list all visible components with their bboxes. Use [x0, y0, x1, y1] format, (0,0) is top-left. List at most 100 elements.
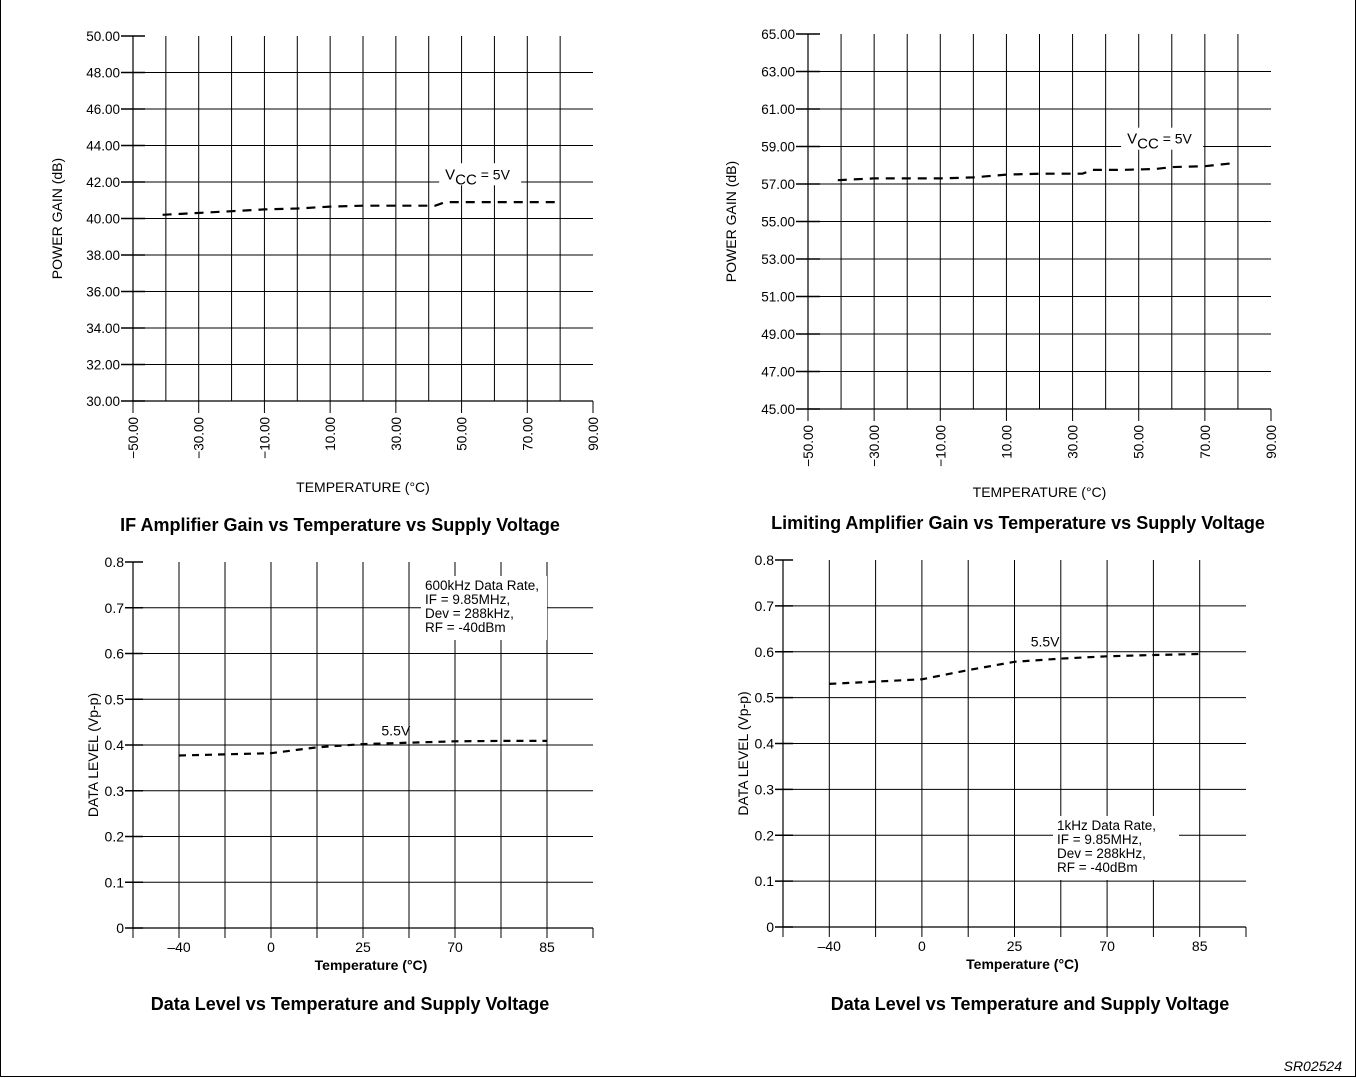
chart-title-if-amplifier: IF Amplifier Gain vs Temperature vs Supp… — [120, 515, 560, 535]
y-tick-label: 48.00 — [86, 66, 120, 81]
note-line: RF = -40dBm — [425, 620, 506, 635]
y-tick-label: 51.00 — [761, 290, 795, 305]
y-tick-label: 0.8 — [755, 552, 775, 568]
y-tick-label: 0.5 — [755, 690, 775, 706]
y-tick-label: 32.00 — [86, 358, 120, 373]
y-tick-label: 30.00 — [86, 394, 120, 409]
y-tick-label: 0.3 — [105, 783, 125, 799]
series-label: 5.5V — [1031, 633, 1060, 649]
y-tick-label: 40.00 — [86, 212, 120, 227]
x-axis-label: TEMPERATURE (°C) — [973, 484, 1107, 500]
x-tick-label: 0 — [918, 938, 926, 954]
y-tick-label: 47.00 — [761, 365, 795, 380]
y-tick-label: 65.00 — [761, 27, 795, 42]
x-tick-label: 90.00 — [586, 417, 601, 451]
series-line — [162, 201, 561, 216]
y-tick-label: 0.7 — [105, 600, 125, 616]
x-tick-label: −10.00 — [257, 417, 272, 459]
y-tick-label: 42.00 — [86, 175, 120, 190]
note-line: 600kHz Data Rate, — [425, 578, 539, 593]
x-tick-label: 70.00 — [1198, 425, 1213, 459]
x-tick-label: 30.00 — [1066, 425, 1081, 459]
x-tick-label: −50.00 — [126, 417, 141, 459]
y-tick-label: 59.00 — [761, 140, 795, 155]
series-label: 5.5V — [381, 723, 410, 739]
x-tick-label: −10.00 — [933, 425, 948, 467]
x-tick-label: −50.00 — [801, 425, 816, 467]
x-tick-label: 70 — [1099, 938, 1115, 954]
x-tick-label: 50.00 — [1132, 425, 1147, 459]
y-tick-label: 0.2 — [755, 827, 775, 843]
y-tick-label: 0.7 — [755, 598, 775, 614]
x-tick-label: –40 — [818, 938, 842, 954]
y-tick-label: 0.5 — [105, 691, 125, 707]
document-id: SR02524 — [1283, 1058, 1342, 1074]
x-tick-label: −30.00 — [867, 425, 882, 467]
y-tick-label: 44.00 — [86, 139, 120, 154]
y-axis-label: POWER GAIN (dB) — [49, 158, 65, 279]
y-tick-label: 0 — [116, 920, 124, 936]
y-tick-label: 0.4 — [755, 736, 775, 752]
x-tick-label: 90.00 — [1264, 425, 1279, 459]
note-line: IF = 9.85MHz, — [1057, 832, 1142, 847]
y-tick-label: 63.00 — [761, 65, 795, 80]
x-tick-label: 10.00 — [323, 417, 338, 451]
note-line: Dev = 288kHz, — [1057, 846, 1146, 861]
note-line: IF = 9.85MHz, — [425, 592, 510, 607]
y-tick-label: 0.6 — [755, 644, 775, 660]
y-axis-label: DATA LEVEL (Vp-p) — [85, 693, 101, 817]
note-line: 1kHz Data Rate, — [1057, 818, 1156, 833]
y-tick-label: 0.1 — [755, 873, 775, 889]
y-tick-label: 46.00 — [86, 102, 120, 117]
note-line: Dev = 288kHz, — [425, 606, 514, 621]
x-tick-label: 70 — [447, 939, 463, 955]
x-tick-label: 0 — [267, 939, 275, 955]
y-tick-label: 0.8 — [105, 554, 125, 570]
y-tick-label: 50.00 — [86, 29, 120, 44]
series-line — [178, 739, 547, 757]
x-axis-label: Temperature (°C) — [315, 957, 428, 973]
x-tick-label: 25 — [1007, 938, 1023, 954]
x-tick-label: 70.00 — [520, 417, 535, 451]
chart-title-data-level-right: Data Level vs Temperature and Supply Vol… — [830, 994, 1230, 1014]
x-axis-label: TEMPERATURE (°C) — [296, 479, 430, 495]
x-tick-label: 85 — [1192, 938, 1208, 954]
x-tick-label: 10.00 — [999, 425, 1014, 459]
x-tick-label: 85 — [539, 939, 555, 955]
y-tick-label: 0.1 — [105, 874, 125, 890]
y-tick-label: 0.6 — [105, 646, 125, 662]
y-tick-label: 49.00 — [761, 327, 795, 342]
x-tick-label: 30.00 — [389, 417, 404, 451]
y-axis-label: POWER GAIN (dB) — [723, 161, 739, 282]
chart-title-data-level-left: Data Level vs Temperature and Supply Vol… — [150, 994, 550, 1014]
y-tick-label: 0.2 — [105, 829, 125, 845]
y-tick-label: 57.00 — [761, 177, 795, 192]
y-tick-label: 34.00 — [86, 321, 120, 336]
y-tick-label: 61.00 — [761, 102, 795, 117]
y-tick-label: 0.3 — [755, 781, 775, 797]
note-background — [421, 576, 547, 640]
y-tick-label: 0.4 — [105, 737, 125, 753]
y-tick-label: 38.00 — [86, 248, 120, 263]
y-tick-label: 36.00 — [86, 285, 120, 300]
series-annotation: VCC = 5V — [1127, 131, 1192, 153]
annotation-background — [439, 163, 522, 186]
y-tick-label: 55.00 — [761, 215, 795, 230]
series-line — [829, 652, 1200, 685]
y-axis-label: DATA LEVEL (Vp-p) — [735, 691, 751, 815]
note-background — [1053, 816, 1179, 880]
y-tick-label: 45.00 — [761, 402, 795, 417]
note-line: RF = -40dBm — [1057, 860, 1138, 875]
series-annotation: VCC = 5V — [445, 166, 510, 188]
x-tick-label: 50.00 — [455, 417, 470, 451]
x-axis-label: Temperature (°C) — [966, 956, 1079, 972]
y-tick-label: 53.00 — [761, 252, 795, 267]
chart-title-limiting-amplifier: Limiting Amplifier Gain vs Temperature v… — [771, 513, 1265, 533]
annotation-background — [1121, 127, 1204, 150]
x-tick-label: −30.00 — [192, 417, 207, 459]
y-tick-label: 0 — [766, 919, 774, 935]
